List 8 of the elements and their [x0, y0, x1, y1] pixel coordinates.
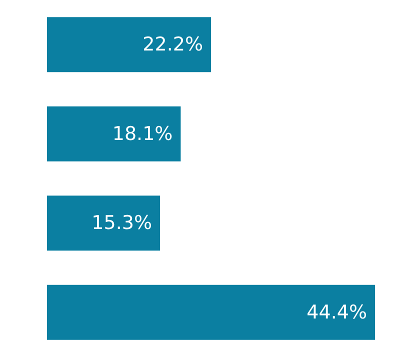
data-label: 18.1% [112, 122, 173, 145]
bar [47, 196, 160, 251]
bar [47, 17, 211, 72]
data-label: 15.3% [92, 212, 152, 234]
bar [47, 106, 181, 162]
data-label: 44.4% [306, 301, 367, 324]
bar [47, 284, 375, 340]
data-label: 22.2% [142, 34, 203, 56]
